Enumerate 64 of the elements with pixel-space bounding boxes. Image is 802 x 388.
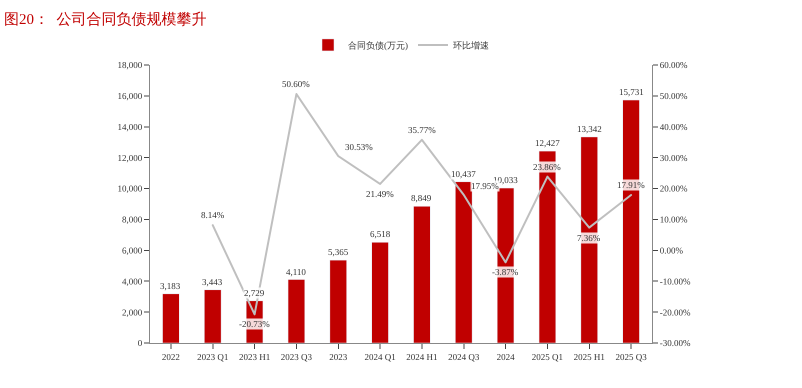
y2-tick-label: 0.00% (660, 245, 684, 256)
y2-tick-label: -20.00% (660, 307, 692, 318)
x-tick-label: 2025 H1 (574, 352, 605, 362)
y2-tick-label: 20.00% (660, 184, 688, 194)
data-label: 15,731 (619, 87, 644, 97)
data-label: 13,342 (577, 124, 602, 134)
data-label: 50.60% (282, 79, 310, 89)
data-label: 8.14% (201, 210, 225, 220)
x-tick-label: 2023 (329, 352, 348, 362)
y-tick-label: 8,000 (122, 214, 143, 225)
y-tick-label: 12,000 (117, 152, 143, 163)
x-tick-label: 2024 Q3 (448, 352, 480, 362)
x-tick-label: 2025 Q3 (615, 352, 648, 362)
data-label: -3.87% (492, 267, 519, 277)
y2-tick-label: 10.00% (660, 214, 688, 225)
x-tick-label: 2023 H1 (238, 352, 270, 362)
y-tick-label: 6,000 (122, 245, 143, 256)
data-label: 5,365 (328, 247, 349, 257)
data-label: 35.77% (408, 125, 436, 135)
data-label: 17.95% (471, 181, 500, 191)
data-label: 6,518 (370, 229, 391, 239)
y-tick-label: 4,000 (122, 276, 143, 286)
y-tick-label: 14,000 (117, 122, 143, 132)
bar (162, 294, 180, 343)
y-tick-label: 10,000 (117, 184, 143, 194)
data-label: 21.49% (366, 189, 394, 199)
y2-tick-label: -10.00% (660, 276, 692, 286)
chart-title: 图20： 公司合同负债规模攀升 (4, 11, 207, 28)
bar (330, 260, 347, 343)
bar (204, 290, 222, 343)
data-label: 4,110 (286, 267, 306, 277)
legend-label: 环比增速 (453, 40, 489, 50)
x-tick-label: 2023 Q1 (197, 352, 228, 362)
data-label: 12,427 (535, 138, 560, 148)
bar (288, 279, 306, 343)
data-label: 7.36% (577, 233, 601, 243)
data-label: 17.91% (617, 180, 646, 190)
x-tick-label: 2024 Q1 (364, 352, 396, 362)
y2-tick-label: -30.00% (660, 338, 692, 348)
legend-label: 合同负债(万元) (348, 40, 408, 50)
data-label: 30.53% (345, 142, 374, 152)
x-tick-label: 2024 H1 (406, 352, 438, 362)
bar (413, 206, 431, 343)
data-label: 23.86% (533, 162, 562, 172)
x-tick-label: 2023 Q3 (280, 352, 313, 362)
y2-tick-label: 60.00% (660, 60, 688, 70)
data-label: 3,443 (202, 277, 223, 287)
bar (371, 242, 389, 343)
data-label: 8,849 (411, 193, 432, 203)
x-tick-label: 2024 (496, 352, 516, 362)
y-tick-label: 0 (138, 338, 143, 348)
y2-tick-label: 50.00% (660, 91, 688, 102)
x-tick-label: 2025 Q1 (532, 352, 564, 362)
data-label: 2,729 (244, 288, 265, 298)
y2-tick-label: 30.00% (660, 152, 688, 163)
data-label: 3,183 (160, 281, 181, 291)
y2-tick-label: 40.00% (660, 122, 688, 132)
bar (455, 182, 472, 343)
x-tick-label: 2022 (162, 352, 180, 362)
y-tick-label: 2,000 (122, 307, 143, 318)
y-tick-label: 18,000 (117, 60, 143, 70)
data-label: 10,437 (451, 169, 476, 179)
y-tick-label: 16,000 (117, 91, 143, 102)
data-label: -20.73% (239, 319, 270, 329)
